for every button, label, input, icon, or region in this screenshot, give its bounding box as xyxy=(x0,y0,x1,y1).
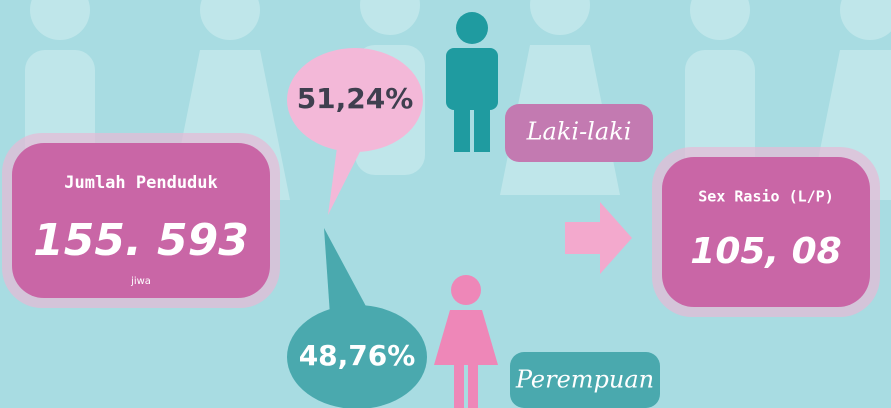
ratio-label: Sex Rasio (L/P) xyxy=(698,188,833,206)
male-label: Laki-laki xyxy=(526,118,632,146)
ratio-value: 105, 08 xyxy=(690,231,841,272)
male-percent: 51,24% xyxy=(297,82,414,115)
population-value: 155. 593 xyxy=(33,215,249,266)
female-label: Perempuan xyxy=(515,366,654,394)
infographic: Jumlah Penduduk 155. 593 jiwa 51,24% 48,… xyxy=(0,0,891,408)
female-percent: 48,76% xyxy=(299,339,416,372)
population-label: Jumlah Penduduk xyxy=(64,173,218,193)
population-unit: jiwa xyxy=(130,276,151,287)
